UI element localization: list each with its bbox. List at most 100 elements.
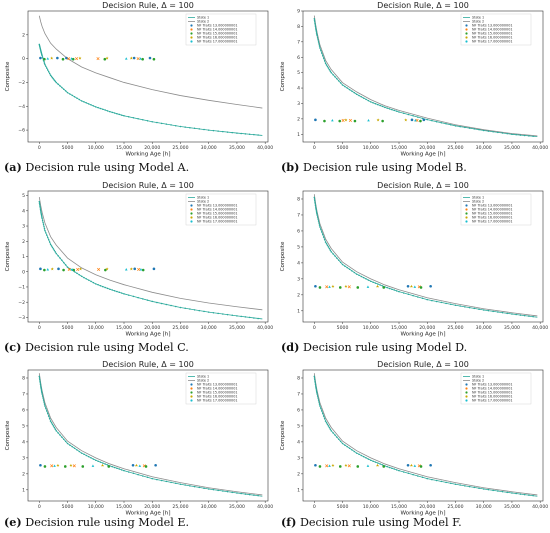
series-point bbox=[334, 434, 336, 436]
series-point bbox=[97, 284, 99, 286]
series-point bbox=[482, 129, 485, 132]
series-point bbox=[316, 33, 318, 36]
series-point bbox=[50, 75, 53, 78]
series-point bbox=[314, 382, 316, 384]
y-tick-label: 3 bbox=[22, 455, 25, 461]
series-point bbox=[341, 442, 344, 445]
y-tick-label: 2 bbox=[297, 292, 300, 298]
series-point bbox=[417, 475, 419, 477]
series-point bbox=[193, 127, 196, 130]
series-point bbox=[314, 204, 317, 207]
series-point bbox=[321, 410, 323, 412]
series-point bbox=[184, 484, 186, 486]
series-point bbox=[316, 34, 318, 37]
series-line-2 bbox=[313, 373, 538, 496]
series-point bbox=[40, 211, 42, 213]
legend-label: NF Traits 17.000000001 bbox=[197, 40, 238, 44]
series-point bbox=[511, 133, 513, 136]
trait-marker bbox=[141, 57, 144, 61]
y-axis-label: Composite bbox=[5, 61, 11, 91]
panel-a: Decision Rule, Δ = 100 0 5000 10,000 15,000 2… bbox=[0, 0, 275, 158]
series-point bbox=[338, 438, 340, 440]
trait-marker bbox=[129, 56, 133, 60]
series-point bbox=[248, 316, 251, 319]
trait-marker bbox=[344, 118, 348, 122]
series-point bbox=[226, 490, 229, 493]
series-point bbox=[156, 478, 158, 481]
x-tick-label: 25,000 bbox=[447, 145, 463, 151]
x-tick-label: 15,000 bbox=[391, 145, 407, 151]
x-tick-label: 0 bbox=[313, 504, 316, 510]
legend-label: State 1 bbox=[472, 16, 484, 20]
legend-marker bbox=[465, 32, 468, 35]
series-point bbox=[317, 41, 320, 43]
series-point bbox=[353, 91, 356, 94]
x-tick-label: 15,000 bbox=[391, 325, 407, 331]
trait-marker bbox=[70, 57, 73, 60]
series-point bbox=[244, 133, 247, 135]
trait-marker bbox=[50, 56, 54, 60]
series-point bbox=[189, 485, 191, 487]
series-point bbox=[59, 257, 61, 259]
series-point bbox=[132, 472, 135, 475]
series-point bbox=[151, 477, 153, 480]
y-axis-label: Composite bbox=[280, 241, 286, 271]
trait-marker bbox=[61, 57, 65, 61]
y-axis-label: Composite bbox=[5, 420, 11, 450]
series-point bbox=[118, 113, 121, 116]
series-point bbox=[412, 294, 414, 297]
trait-marker bbox=[134, 463, 138, 467]
series-point bbox=[47, 412, 49, 415]
series-point bbox=[324, 62, 327, 65]
legend-label: NF Traits 16.000000001 bbox=[472, 216, 513, 220]
trait-marker bbox=[152, 57, 156, 61]
series-point bbox=[519, 493, 522, 495]
x-tick-label: 30,000 bbox=[201, 325, 217, 331]
trait-marker bbox=[101, 463, 105, 467]
series-point bbox=[426, 298, 428, 301]
series-point bbox=[316, 212, 318, 215]
series-point bbox=[165, 123, 168, 125]
series-point bbox=[459, 125, 461, 128]
legend-marker bbox=[190, 216, 193, 219]
series-point bbox=[314, 201, 316, 203]
series-point bbox=[330, 429, 332, 432]
series-point bbox=[435, 479, 438, 482]
series-point bbox=[339, 82, 342, 84]
x-tick-label: 10,000 bbox=[363, 504, 379, 510]
x-tick-label: 5000 bbox=[62, 325, 74, 331]
x-tick-label: 25,000 bbox=[172, 145, 188, 151]
series-point bbox=[41, 391, 43, 394]
series-point bbox=[51, 423, 54, 426]
x-tick-label: 35,000 bbox=[504, 504, 520, 510]
x-tick-label: 10,000 bbox=[88, 504, 104, 510]
series-point bbox=[487, 488, 490, 491]
series-point bbox=[113, 290, 116, 292]
series-point bbox=[61, 86, 63, 89]
series-point bbox=[217, 489, 219, 492]
legend-label: NF Traits 17.000000001 bbox=[472, 40, 513, 44]
trait-marker bbox=[347, 285, 351, 289]
series-point bbox=[123, 469, 125, 472]
y-tick-label: 4 bbox=[22, 439, 25, 445]
series-point bbox=[320, 228, 322, 231]
legend-label: State 1 bbox=[472, 375, 484, 379]
series-point bbox=[344, 265, 346, 267]
series-point bbox=[386, 107, 388, 109]
trait-marker bbox=[325, 285, 329, 289]
x-tick-label: 10,000 bbox=[363, 325, 379, 331]
series-point bbox=[412, 473, 414, 476]
series-point bbox=[528, 315, 530, 317]
trait-marker bbox=[124, 268, 128, 271]
series-point bbox=[80, 100, 83, 102]
series-point bbox=[39, 385, 42, 387]
series-point bbox=[360, 275, 363, 278]
series-point bbox=[45, 407, 47, 410]
series-point bbox=[421, 476, 424, 479]
series-point bbox=[217, 130, 219, 132]
caption-d: (d) Decision rule using Model D. bbox=[281, 340, 468, 354]
trait-marker bbox=[366, 464, 370, 467]
trait-marker bbox=[136, 57, 140, 61]
legend-label: NF Traits 15.000000001 bbox=[472, 32, 513, 36]
